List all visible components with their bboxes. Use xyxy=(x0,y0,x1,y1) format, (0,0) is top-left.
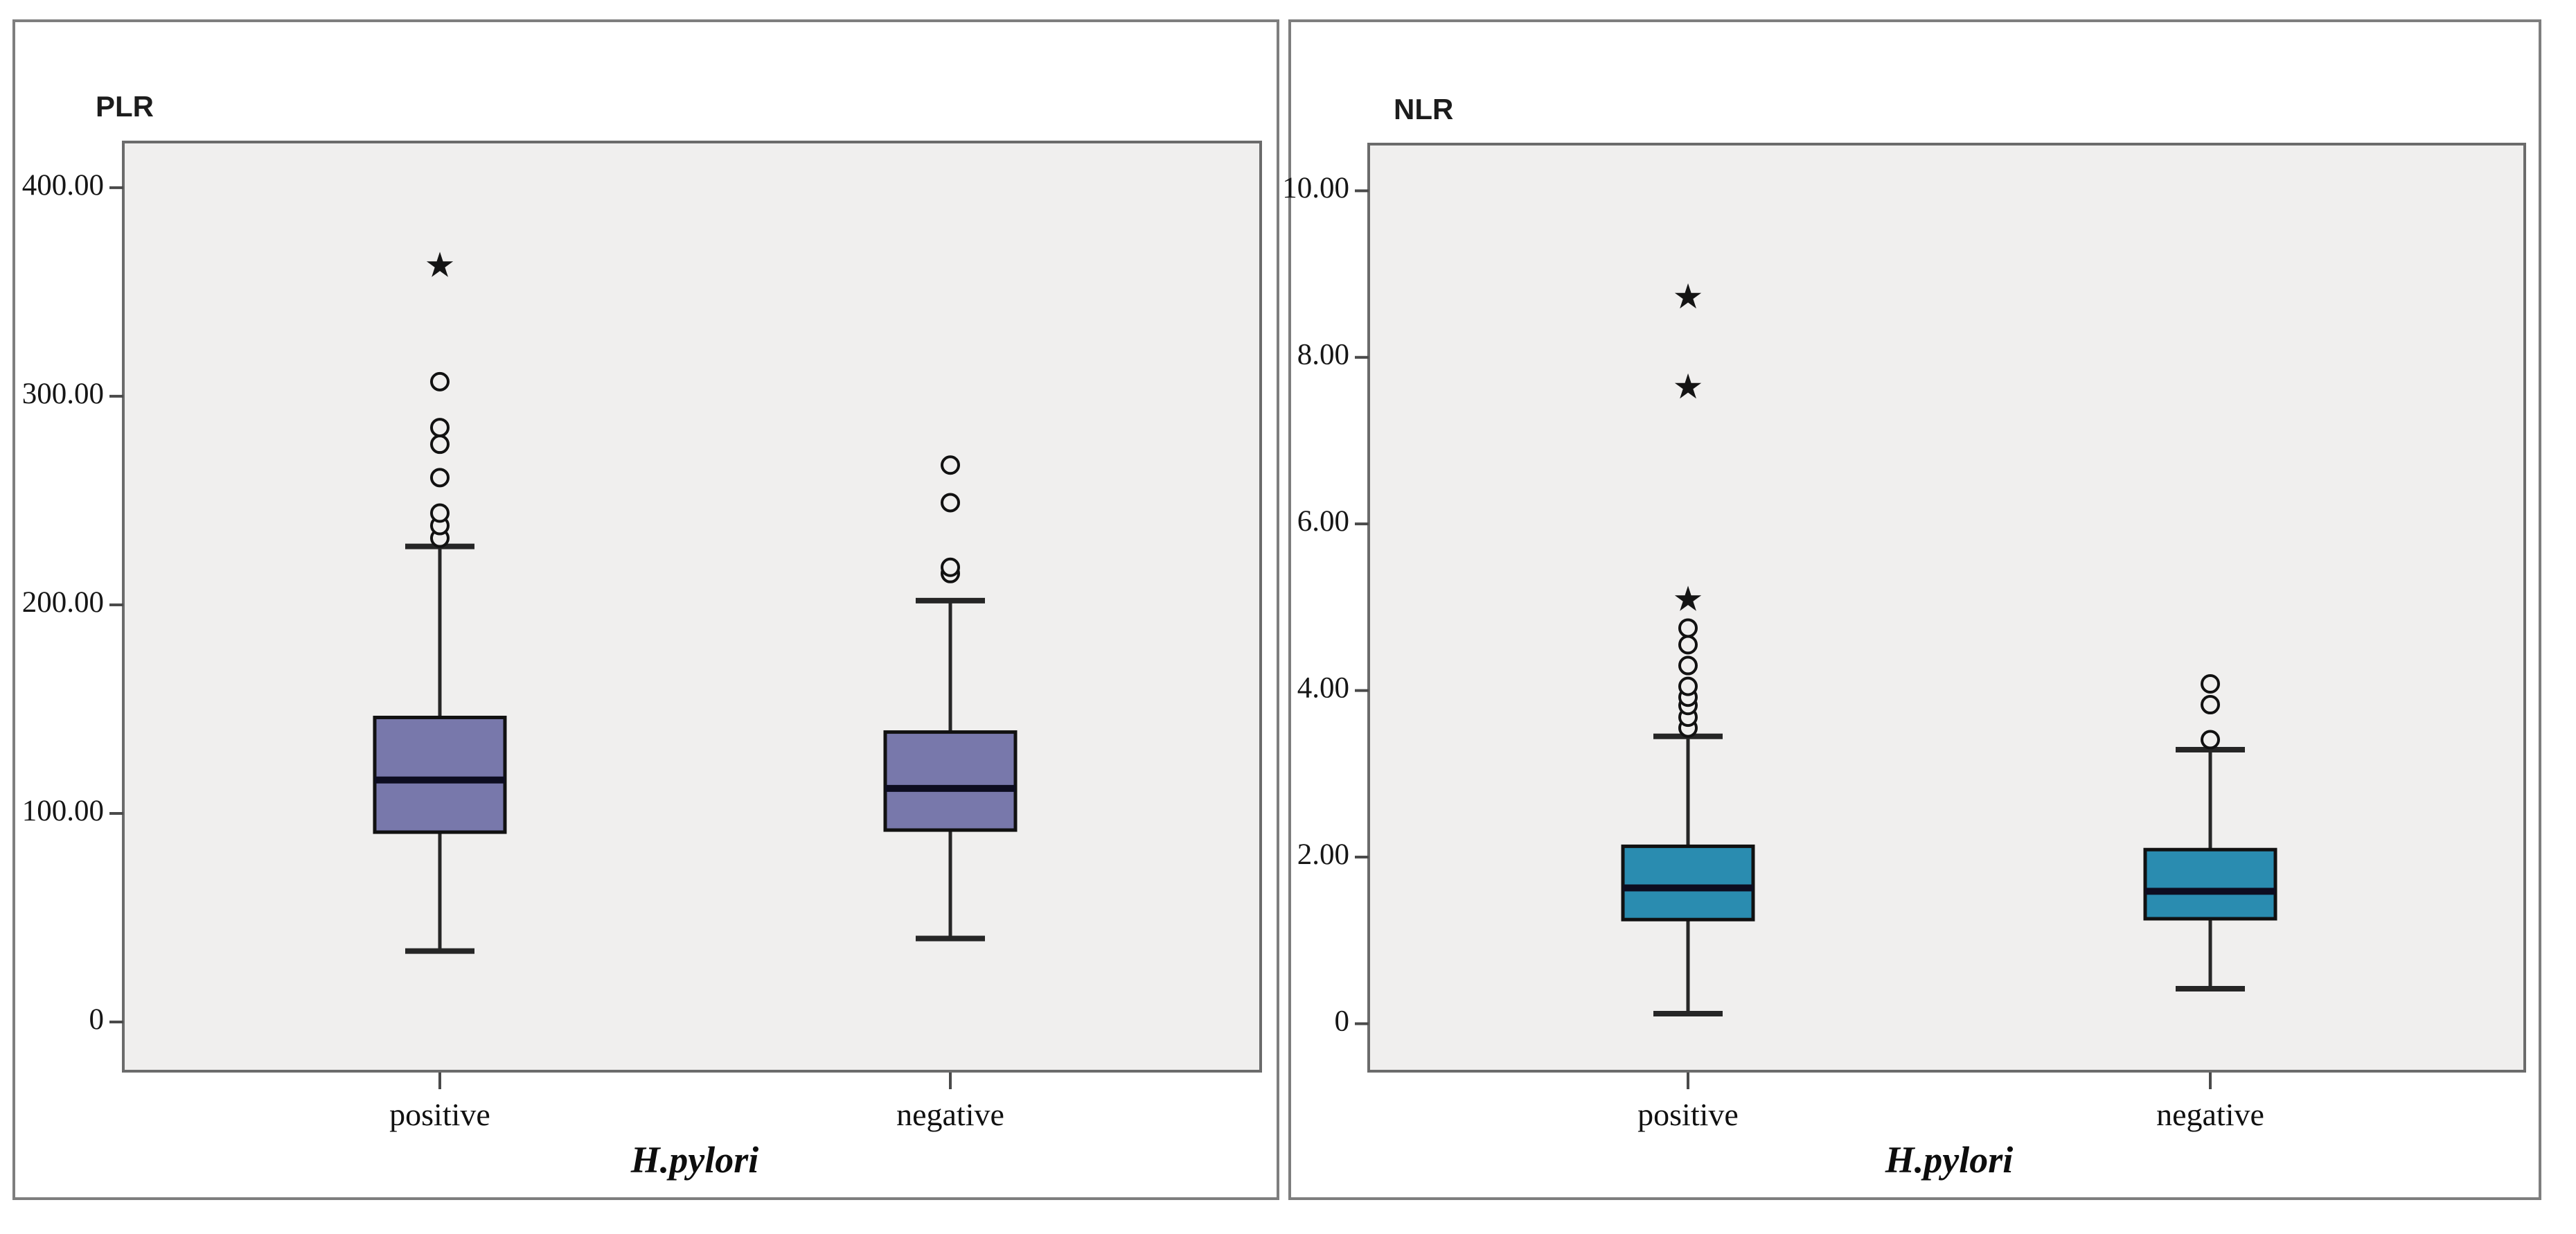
iqr-box xyxy=(2143,847,2277,921)
y-tick-label: 4.00 xyxy=(1297,671,1349,704)
category-label: negative xyxy=(2156,1097,2264,1132)
outlier-circle xyxy=(2201,695,2220,715)
y-tick-label: 10.00 xyxy=(1282,172,1349,204)
outlier-circle xyxy=(1678,618,1698,638)
y-tick-label: 0 xyxy=(89,1003,105,1036)
iqr-box xyxy=(1621,844,1755,922)
box-negative xyxy=(2143,673,2277,991)
outlier-circle xyxy=(941,557,960,577)
outlier-circle xyxy=(2201,730,2220,750)
y-tick-label: 100.00 xyxy=(22,795,104,827)
category-label: positive xyxy=(389,1097,490,1132)
plot-content-plr: 0 100.00 200.00 300.00 400.00 positive negativ… xyxy=(22,169,1018,1132)
outlier-circle xyxy=(430,418,450,438)
extreme-star: ★ xyxy=(1673,276,1704,317)
extreme-star: ★ xyxy=(425,245,456,285)
outlier-circle xyxy=(2201,673,2220,694)
y-tick-label: 300.00 xyxy=(22,378,104,410)
outlier-circle xyxy=(430,503,450,523)
extreme-star: ★ xyxy=(1673,579,1704,619)
box-positive: ★ xyxy=(373,245,507,954)
x-axis-label: H.pylori xyxy=(630,1139,759,1181)
y-tick-label: 6.00 xyxy=(1297,505,1349,538)
panel-plr: PLR 0 100.00 200.00 300.00 400.00 positive neg… xyxy=(12,19,1279,1200)
outlier-circle xyxy=(430,468,450,488)
box-negative xyxy=(883,455,1018,942)
panel-title: PLR xyxy=(96,90,154,123)
box-positive: ★ ★ ★ xyxy=(1621,276,1755,1017)
panel-nlr: NLR 0 2.00 4.00 6.00 8.00 10.00 positive negati… xyxy=(1282,19,2541,1200)
outlier-circle xyxy=(941,455,960,475)
outlier-circle xyxy=(430,371,450,391)
outlier-circle xyxy=(430,434,450,455)
outlier-circle xyxy=(1678,676,1698,696)
y-tick-label: 200.00 xyxy=(22,586,104,619)
extreme-star: ★ xyxy=(1673,367,1704,407)
outlier-circle xyxy=(1678,635,1698,655)
plot-area xyxy=(122,141,1262,1073)
y-tick-label: 8.00 xyxy=(1297,339,1349,371)
outlier-circle xyxy=(941,493,960,513)
y-tick-label: 2.00 xyxy=(1297,838,1349,871)
category-label: negative xyxy=(896,1097,1004,1132)
y-tick-label: 400.00 xyxy=(22,169,104,202)
plot-area xyxy=(1367,143,2526,1073)
x-axis-label: H.pylori xyxy=(1885,1139,2014,1181)
iqr-box xyxy=(373,715,507,834)
category-label: positive xyxy=(1637,1097,1739,1132)
y-tick-label: 0 xyxy=(1335,1005,1350,1037)
iqr-box xyxy=(883,730,1018,832)
panel-title: NLR xyxy=(1394,93,1453,125)
outlier-circle xyxy=(1678,655,1698,676)
